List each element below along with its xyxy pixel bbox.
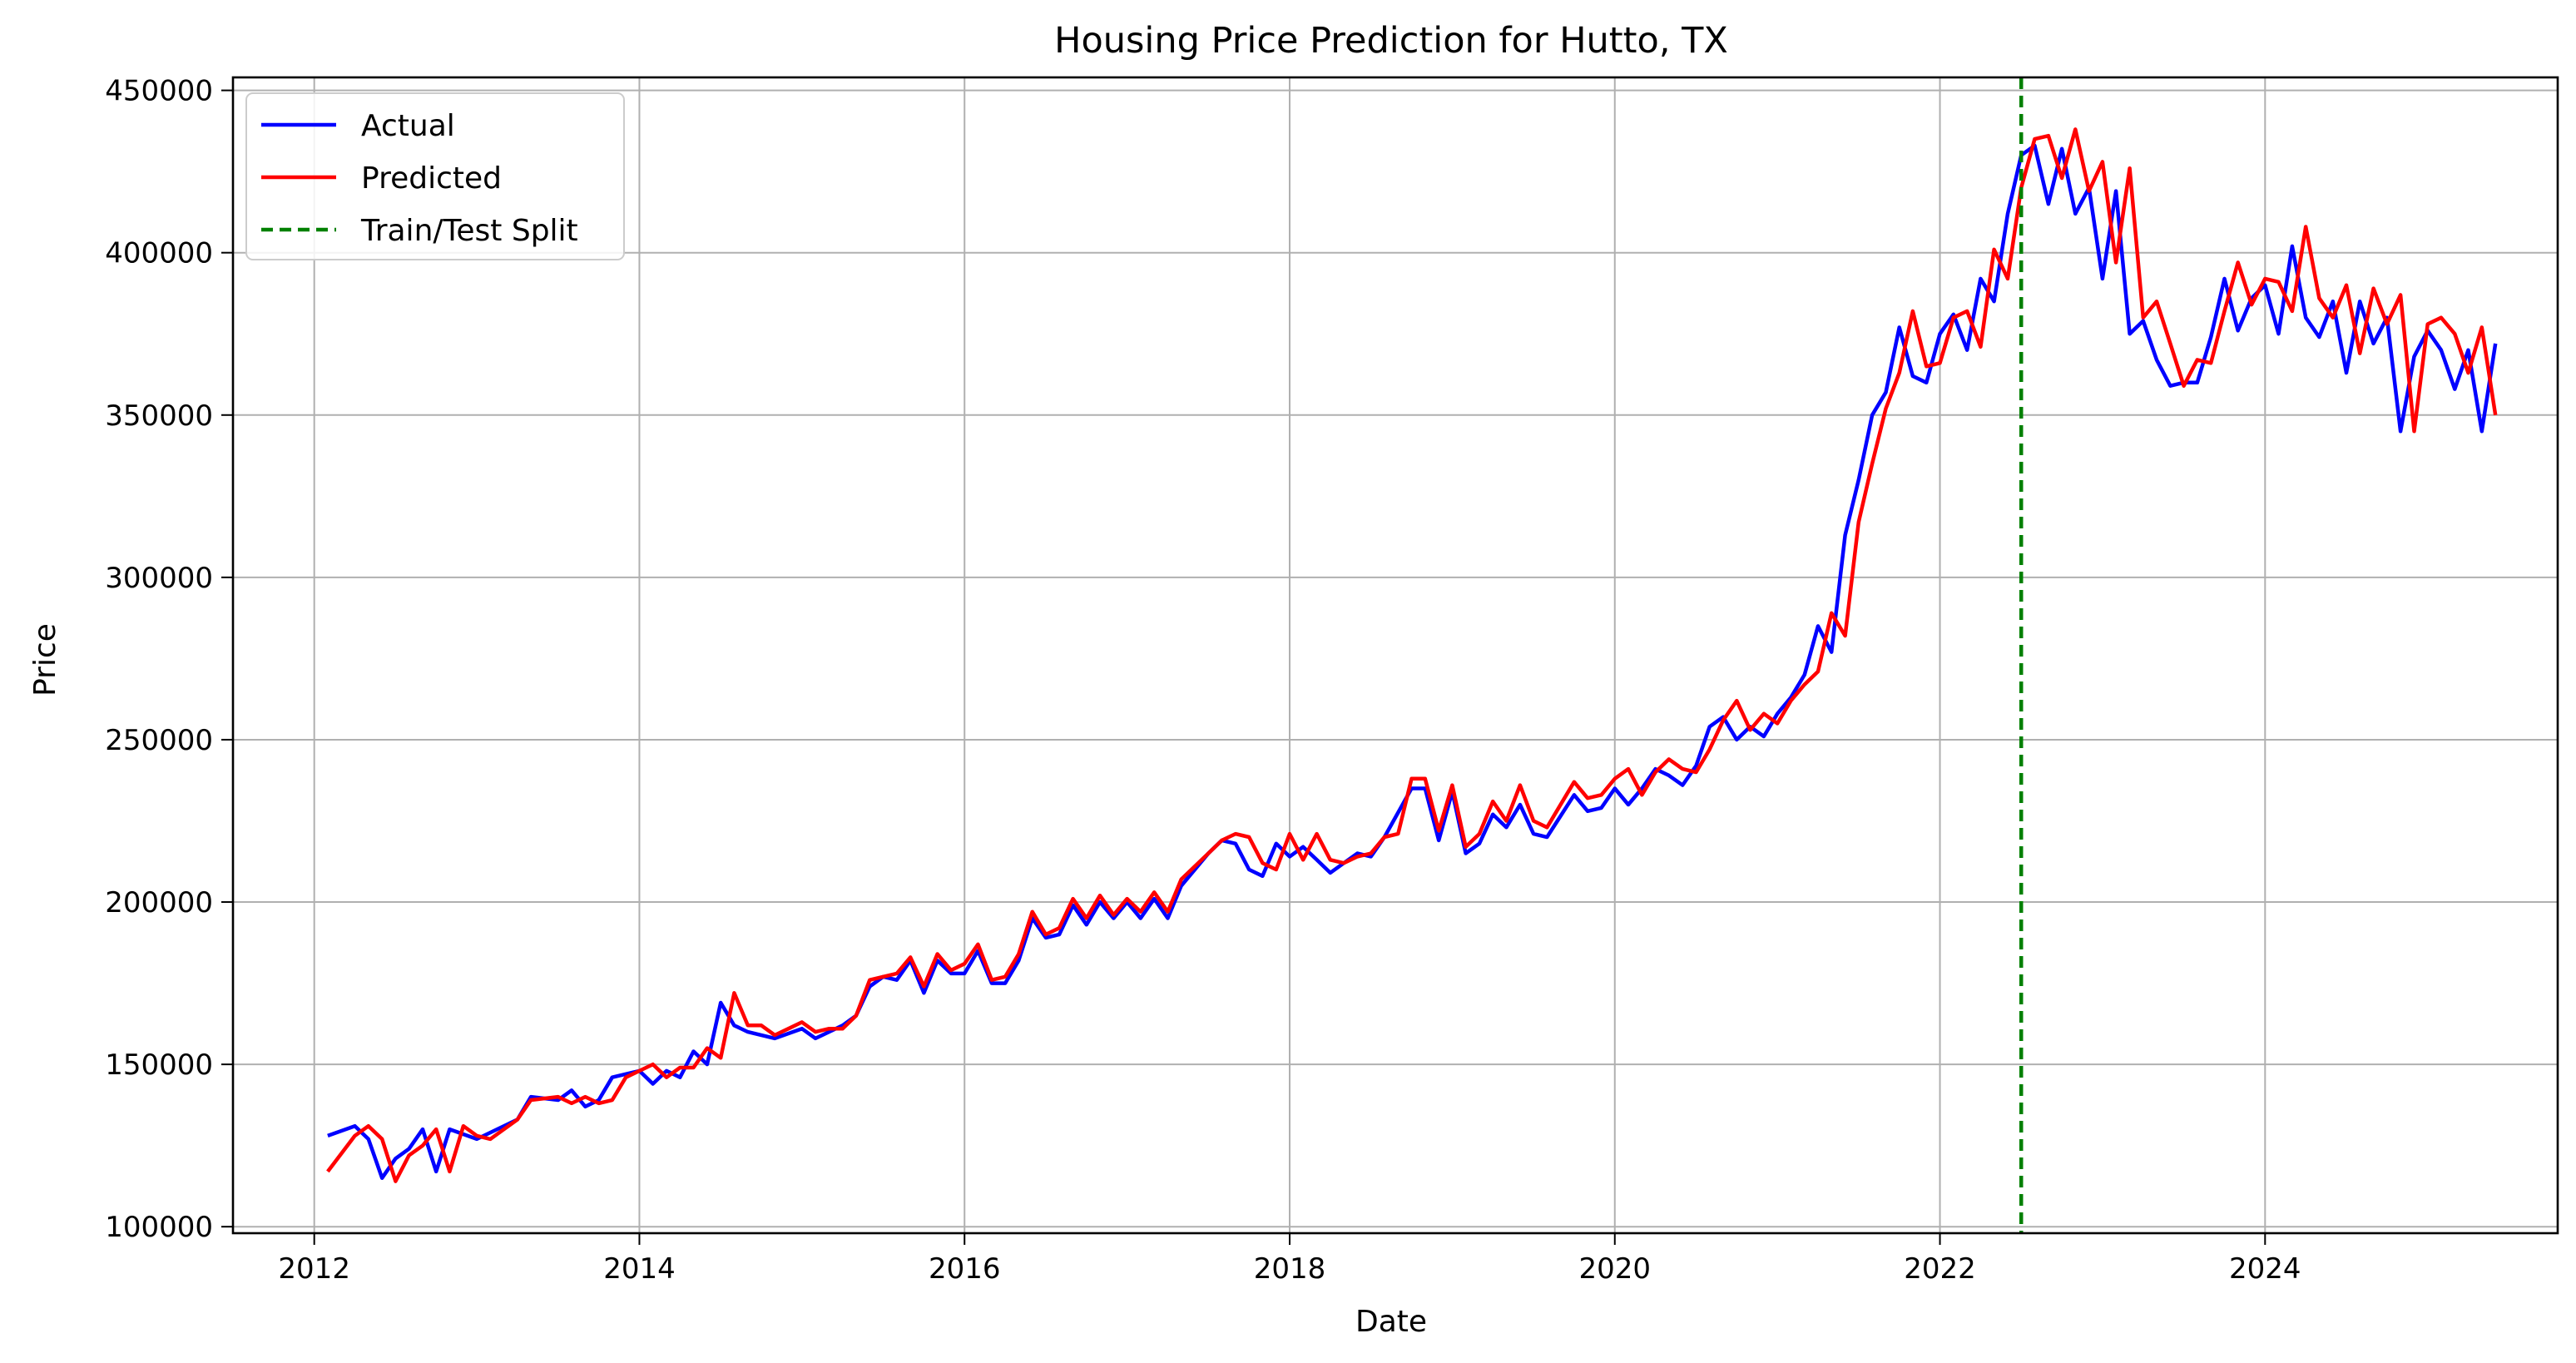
y-tick-label: 300000 [105,562,213,595]
x-axis-title: Date [1355,1305,1427,1339]
series-lines [326,127,2498,1183]
legend-label: Train/Test Split [360,214,578,248]
y-axis-title: Price [28,623,62,696]
y-tick-label: 400000 [105,237,213,270]
y-tick-label: 150000 [105,1048,213,1082]
legend-label: Actual [361,109,455,143]
series-line-actual [327,143,2498,1180]
x-tick-label: 2024 [2229,1252,2301,1286]
x-tick-label: 2014 [603,1252,676,1286]
x-tick-label: 2018 [1254,1252,1326,1286]
y-tick-label: 250000 [105,724,213,757]
grid [233,77,2558,1233]
legend-box [245,92,625,260]
chart-title: Housing Price Prediction for Hutto, TX [1054,20,1728,62]
y-tick-label: 450000 [105,75,213,108]
legend-label: Predicted [361,161,502,196]
plot-frame [231,76,2559,1235]
axis-ticks: 2012 2014 2016 2018 2020 2022 2024 100000 150000… [105,75,2301,1286]
x-tick-label: 2016 [929,1252,1001,1286]
x-tick-label: 2012 [278,1252,350,1286]
y-tick-label: 350000 [105,399,213,433]
series-line-predicted [326,127,2498,1183]
x-tick-label: 2020 [1579,1252,1652,1286]
legend: Actual Predicted Train/Test Split [245,92,625,260]
y-tick-label: 200000 [105,886,213,919]
y-tick-label: 100000 [105,1211,213,1244]
x-tick-label: 2022 [1904,1252,1976,1286]
